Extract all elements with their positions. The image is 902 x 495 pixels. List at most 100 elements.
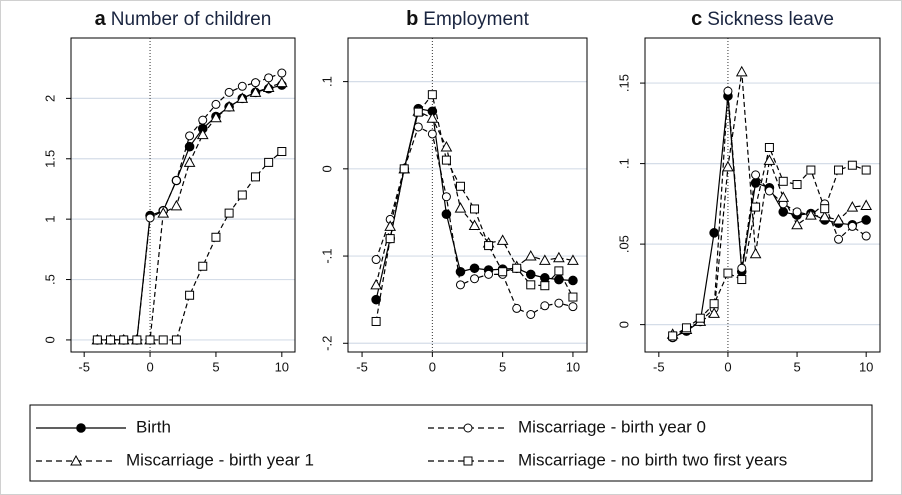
marker [183, 156, 196, 167]
y-tick-label: 1.5 [42, 150, 57, 168]
series-line [375, 93, 574, 322]
marker [70, 454, 82, 466]
marker [249, 86, 262, 97]
marker [737, 275, 747, 285]
marker [777, 191, 790, 202]
y-tick-label: 0 [319, 165, 334, 172]
marker [847, 160, 857, 170]
marker [185, 131, 195, 141]
marker [224, 208, 234, 218]
marker [861, 165, 871, 175]
y-tick-label: -.1 [319, 248, 334, 263]
marker [371, 316, 381, 326]
marker [76, 423, 86, 433]
marker [749, 247, 762, 259]
marker [737, 263, 747, 273]
marker [426, 112, 439, 123]
marker [778, 207, 789, 217]
marker [681, 323, 691, 333]
marker [441, 192, 451, 202]
panel-title: a Number of children [95, 8, 272, 30]
marker [413, 107, 423, 117]
y-tick-label: .15 [616, 74, 631, 92]
marker [763, 154, 776, 165]
marker [791, 218, 803, 230]
marker [275, 76, 288, 88]
marker [805, 209, 817, 220]
marker [818, 210, 831, 222]
plot-box [644, 37, 881, 353]
marker [427, 90, 437, 100]
marker [427, 129, 437, 139]
x-tick-label: 0 [146, 359, 153, 374]
marker [399, 164, 409, 174]
marker [132, 335, 142, 345]
panel-letter: c [691, 8, 702, 30]
marker [512, 263, 522, 273]
marker [764, 142, 774, 152]
marker [792, 207, 802, 217]
marker [496, 234, 509, 245]
marker [92, 335, 102, 345]
panel-letter: a [95, 8, 107, 30]
marker [554, 298, 564, 308]
marker [370, 278, 382, 290]
marker [184, 141, 195, 152]
x-tick-label: -5 [78, 359, 90, 374]
marker [463, 456, 473, 466]
marker [538, 254, 551, 265]
marker [524, 250, 537, 261]
x-tick-label: 5 [212, 359, 219, 374]
marker [250, 78, 260, 88]
marker [861, 231, 871, 241]
marker [198, 261, 208, 271]
legend-label: Birth [136, 417, 171, 436]
marker [861, 215, 871, 225]
marker [119, 335, 129, 345]
y-tick-label: .5 [42, 274, 57, 285]
marker [277, 68, 287, 78]
marker [236, 92, 249, 103]
marker [709, 299, 719, 309]
marker [668, 331, 678, 341]
marker [455, 181, 465, 191]
y-tick-label: 0 [42, 336, 57, 343]
marker [171, 335, 181, 345]
marker [792, 180, 802, 190]
panel-title: c Sickness leave [691, 8, 834, 30]
marker [832, 213, 845, 225]
marker [250, 172, 260, 182]
x-tick-label: 5 [793, 359, 800, 374]
marker [237, 190, 247, 200]
marker [441, 155, 451, 165]
marker [568, 292, 578, 302]
marker [158, 335, 168, 345]
marker [750, 178, 761, 188]
marker [806, 165, 816, 175]
marker [723, 268, 733, 278]
marker [196, 128, 209, 140]
marker [846, 201, 859, 212]
marker [440, 140, 453, 152]
marker [708, 307, 720, 318]
panel-title: b Employment [406, 8, 530, 30]
y-tick-label: 1 [42, 216, 57, 223]
series-line [375, 110, 574, 285]
marker [145, 335, 155, 345]
plot-box [70, 37, 296, 353]
marker [145, 213, 155, 223]
marker [764, 186, 774, 196]
y-tick-label: 0 [616, 321, 631, 328]
x-tick-label: 0 [429, 359, 436, 374]
marker [695, 313, 705, 323]
y-tick-label: .1 [616, 158, 631, 169]
marker [198, 115, 208, 125]
marker [722, 160, 734, 172]
marker [171, 176, 181, 186]
plot-box [347, 37, 588, 353]
marker [469, 263, 480, 274]
panel-title-text: Sickness leave [707, 9, 834, 30]
y-tick-label: 2 [42, 95, 57, 102]
marker [210, 111, 222, 123]
marker [526, 280, 536, 290]
